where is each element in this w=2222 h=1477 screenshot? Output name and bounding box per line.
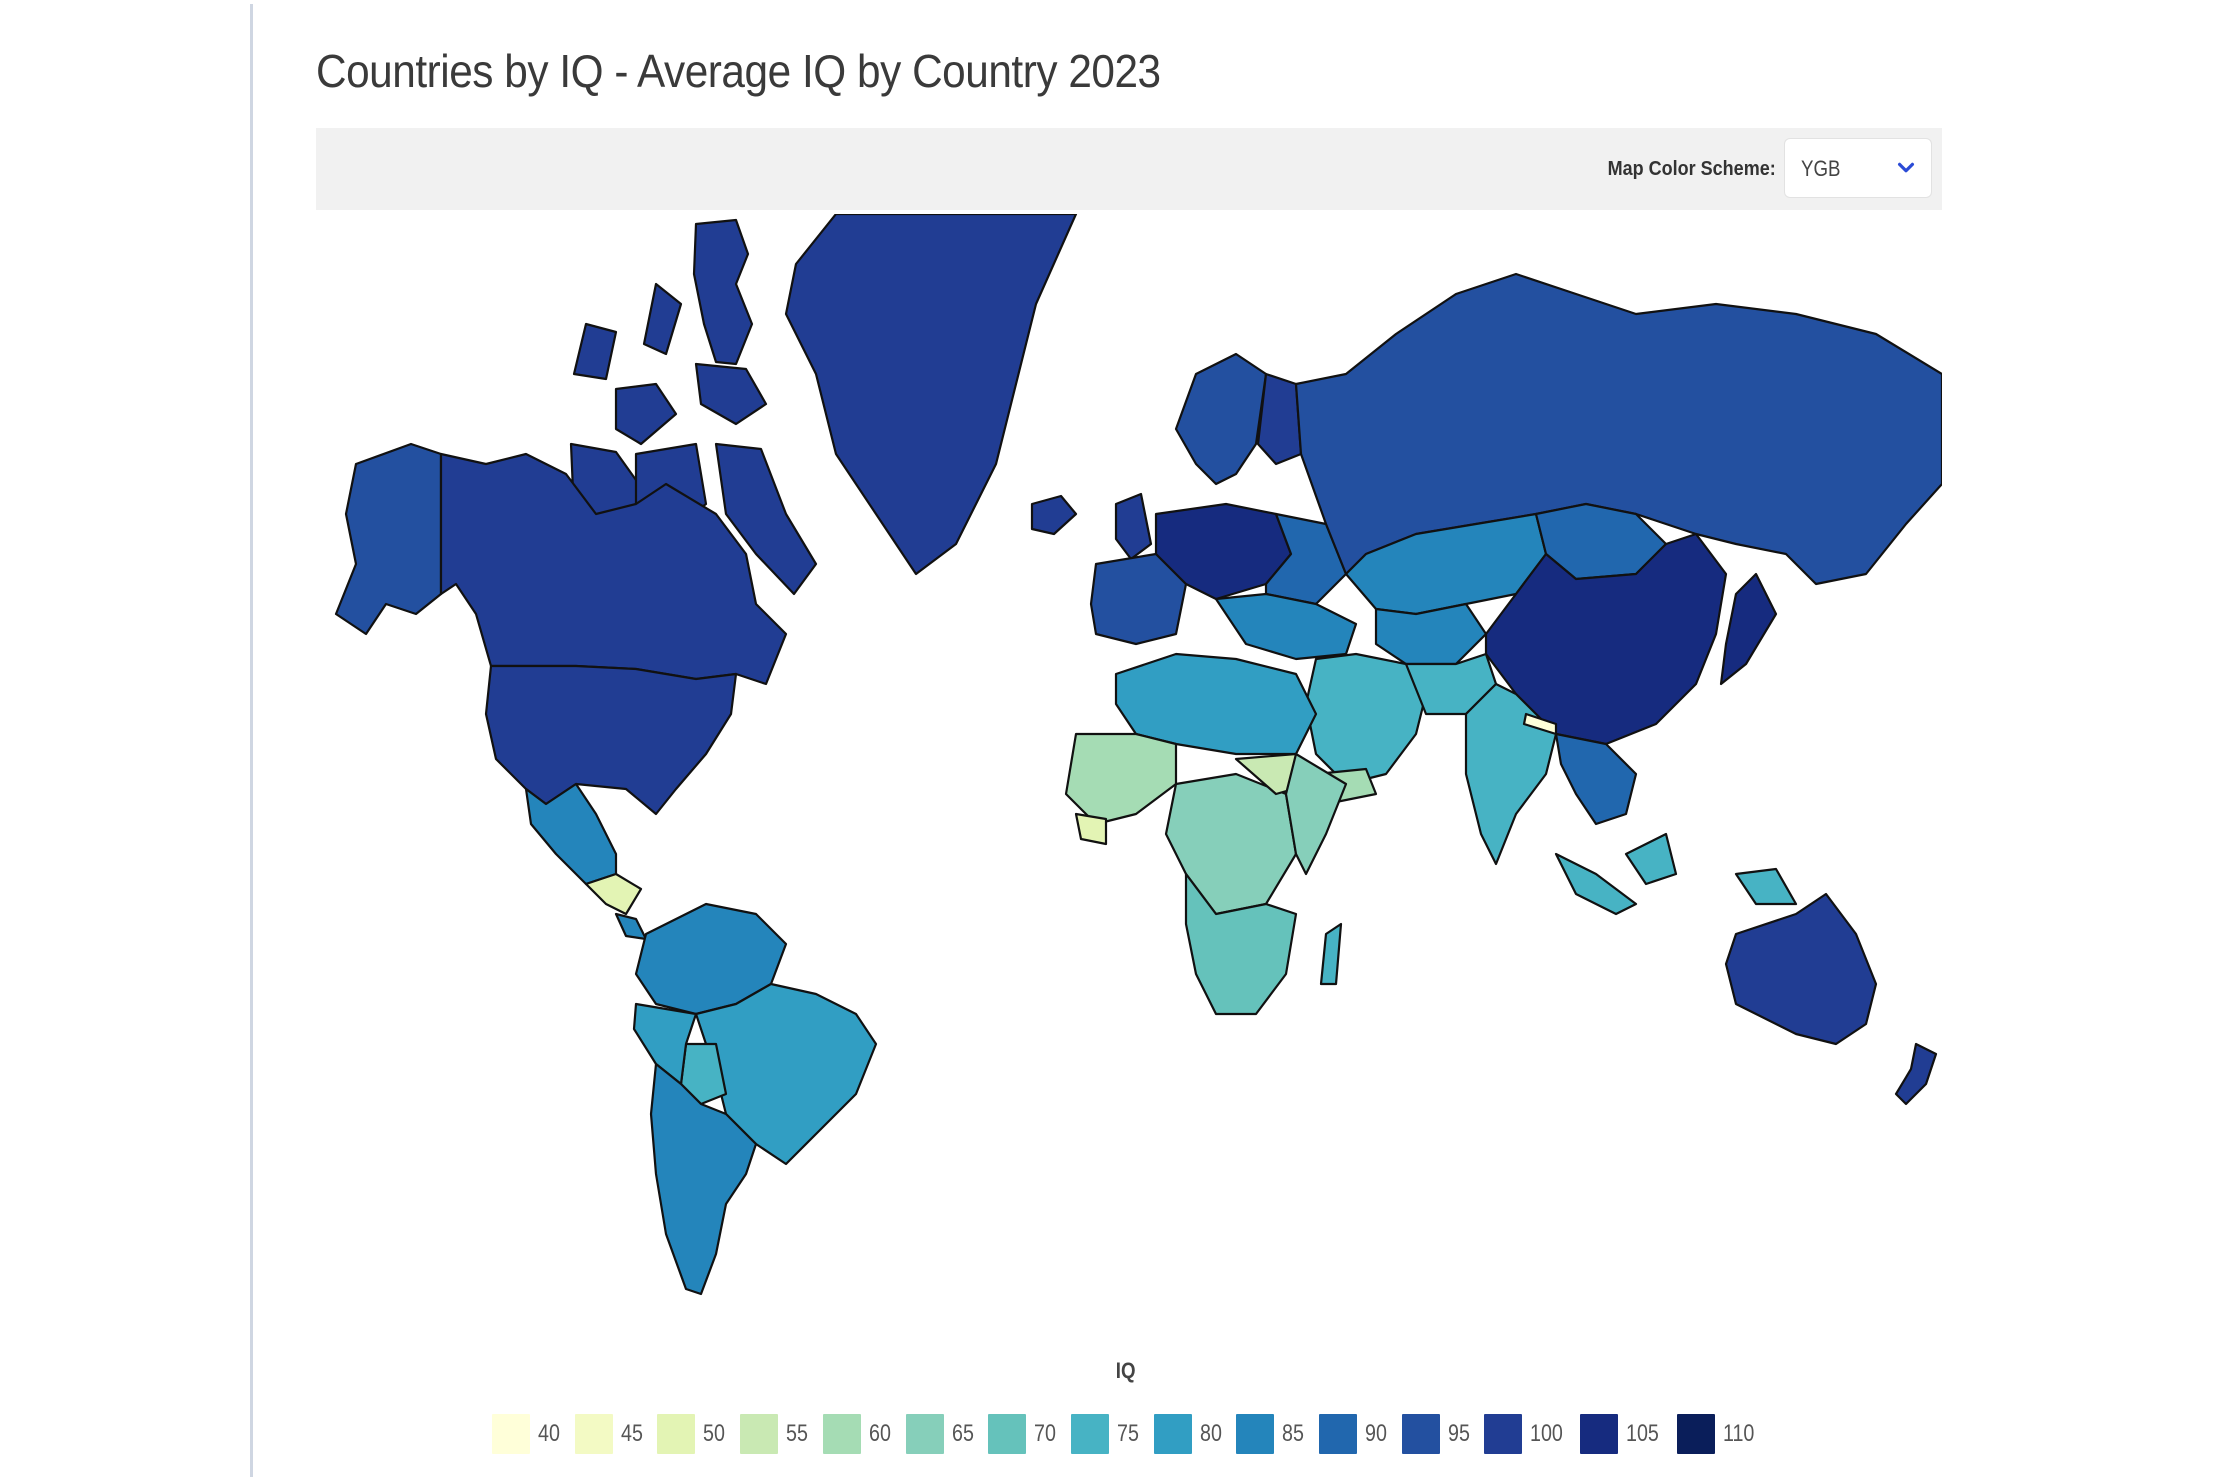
- legend-item-105: 105: [1580, 1414, 1666, 1454]
- legend-item-65: 65: [905, 1414, 979, 1454]
- west-africa-sahel[interactable]: [1064, 732, 1178, 826]
- indonesia[interactable]: [1554, 852, 1638, 916]
- scandinavia[interactable]: [1174, 352, 1268, 486]
- legend-swatch: [1401, 1414, 1440, 1454]
- finland[interactable]: [1256, 372, 1303, 466]
- legend-swatch: [905, 1414, 944, 1454]
- canada[interactable]: [439, 452, 788, 686]
- southeast-asia[interactable]: [1554, 732, 1638, 826]
- legend-item-50: 50: [657, 1414, 730, 1454]
- legend-swatch: [1153, 1414, 1192, 1454]
- east-africa[interactable]: [1284, 752, 1348, 876]
- turkey-balkans[interactable]: [1214, 592, 1358, 661]
- page-title: Countries by IQ - Average IQ by Country …: [316, 45, 1161, 97]
- legend-swatch: [1676, 1414, 1715, 1454]
- color-scheme-select[interactable]: YGB: [1784, 138, 1932, 198]
- new-zealand[interactable]: [1894, 1042, 1938, 1106]
- legend-item-60: 60: [822, 1414, 896, 1454]
- legend-item-75: 75: [1070, 1414, 1144, 1454]
- borneo[interactable]: [1624, 832, 1678, 886]
- japan-korea[interactable]: [1719, 572, 1778, 686]
- color-scheme-value: YGB: [1801, 156, 1841, 181]
- page-left-border: [250, 4, 253, 1477]
- sierra-leone-liberia[interactable]: [1074, 812, 1108, 846]
- legend-swatch: [574, 1414, 613, 1454]
- legend-swatch: [822, 1414, 861, 1454]
- uk-ireland[interactable]: [1114, 492, 1153, 561]
- alaska[interactable]: [334, 442, 443, 636]
- panama-costa-rica[interactable]: [614, 912, 648, 941]
- legend-swatch: [1484, 1414, 1523, 1454]
- iceland[interactable]: [1030, 494, 1078, 536]
- world-choropleth-map[interactable]: [316, 212, 1944, 1314]
- legend-swatch: [988, 1414, 1027, 1454]
- central-asia[interactable]: [1374, 602, 1488, 666]
- legend-swatch: [657, 1414, 696, 1454]
- mexico[interactable]: [524, 782, 618, 886]
- legend-swatch: [1319, 1414, 1358, 1454]
- india[interactable]: [1464, 682, 1558, 866]
- chevron-down-icon: [1897, 162, 1915, 173]
- iq-legend: 40 45 50 55 60 65 70 75 80 85 90 95 100 …: [492, 1414, 1771, 1454]
- color-scheme-label: Map Color Scheme:: [1607, 158, 1776, 180]
- legend-item-40: 40: [492, 1414, 565, 1454]
- legend-item-70: 70: [988, 1414, 1061, 1454]
- united-states[interactable]: [484, 664, 738, 816]
- legend-swatch: [1236, 1414, 1275, 1454]
- legend-swatch: [492, 1414, 530, 1454]
- papua-new-guinea[interactable]: [1734, 867, 1798, 906]
- legend-title: IQ: [1115, 1358, 1136, 1383]
- legend-item-90: 90: [1319, 1414, 1392, 1454]
- china[interactable]: [1484, 532, 1728, 746]
- legend-item-100: 100: [1484, 1414, 1570, 1454]
- middle-east[interactable]: [1304, 652, 1428, 786]
- legend-swatch: [740, 1414, 779, 1454]
- legend-swatch: [1580, 1414, 1619, 1454]
- legend-item-85: 85: [1236, 1414, 1309, 1454]
- legend-item-80: 80: [1153, 1414, 1227, 1454]
- legend-item-55: 55: [740, 1414, 813, 1454]
- legend-item-110: 110: [1676, 1414, 1761, 1454]
- argentina-chile[interactable]: [649, 1062, 758, 1296]
- australia[interactable]: [1724, 892, 1878, 1046]
- central-america[interactable]: [584, 872, 643, 916]
- map-toolbar: Map Color Scheme: YGB: [316, 128, 1942, 210]
- madagascar[interactable]: [1319, 922, 1343, 986]
- greenland[interactable]: [784, 212, 1078, 576]
- legend-swatch: [1070, 1414, 1109, 1454]
- legend-item-45: 45: [574, 1414, 648, 1454]
- legend-item-95: 95: [1401, 1414, 1475, 1454]
- southern-africa[interactable]: [1184, 872, 1298, 1016]
